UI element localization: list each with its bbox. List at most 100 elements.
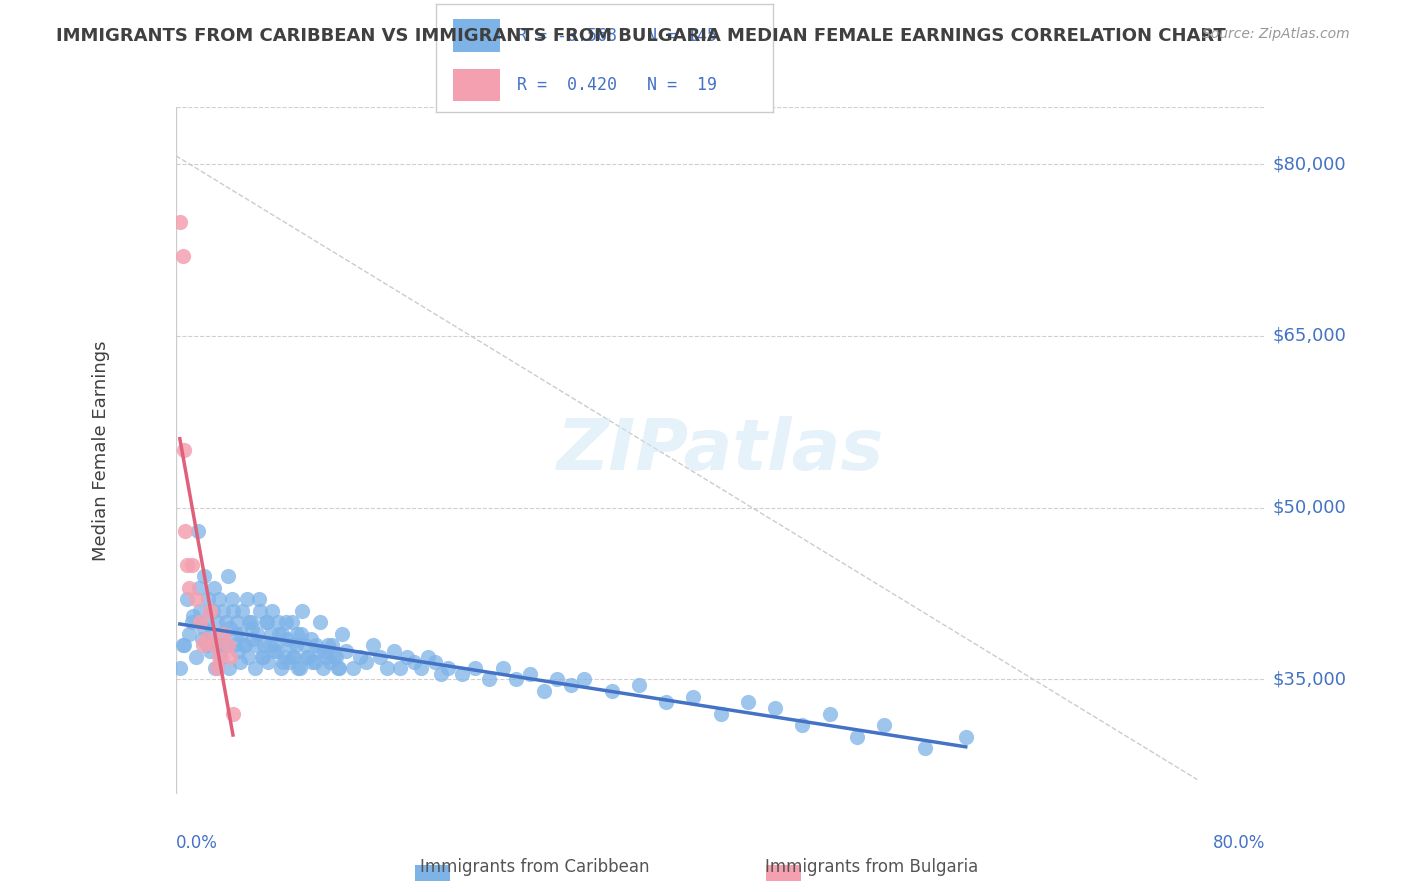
Point	[519, 666, 541, 681]
Point	[287, 661, 309, 675]
Point	[409, 661, 432, 675]
Point	[179, 581, 201, 595]
Point	[247, 592, 270, 607]
Point	[294, 638, 316, 652]
Point	[281, 649, 304, 664]
Point	[328, 661, 350, 675]
Point	[737, 695, 759, 709]
Text: $35,000: $35,000	[1272, 671, 1346, 689]
Point	[274, 649, 297, 664]
Point	[201, 604, 224, 618]
Point	[205, 661, 228, 675]
Point	[256, 615, 278, 630]
Point	[173, 443, 195, 458]
Point	[236, 649, 259, 664]
Point	[187, 581, 209, 595]
Point	[231, 626, 253, 640]
Point	[270, 661, 292, 675]
Point	[710, 706, 733, 721]
Point	[200, 626, 222, 640]
Point	[546, 673, 568, 687]
Point	[169, 661, 191, 675]
Point	[169, 214, 191, 228]
Point	[318, 638, 340, 652]
Point	[464, 661, 486, 675]
Point	[325, 649, 347, 664]
Point	[246, 626, 269, 640]
Point	[312, 661, 335, 675]
Point	[308, 644, 330, 658]
Point	[181, 615, 204, 630]
Point	[382, 644, 405, 658]
Point	[212, 626, 235, 640]
Point	[212, 604, 235, 618]
Point	[188, 604, 211, 618]
Point	[600, 683, 623, 698]
Point	[335, 644, 357, 658]
Point	[305, 638, 328, 652]
Point	[233, 638, 256, 652]
Text: IMMIGRANTS FROM CARIBBEAN VS IMMIGRANTS FROM BULGARIA MEDIAN FEMALE EARNINGS COR: IMMIGRANTS FROM CARIBBEAN VS IMMIGRANTS …	[56, 27, 1226, 45]
Point	[176, 592, 198, 607]
Point	[176, 558, 198, 572]
Point	[326, 661, 349, 675]
Point	[221, 592, 243, 607]
Point	[845, 730, 868, 744]
Point	[179, 626, 201, 640]
Text: R = -0.568   N = 145: R = -0.568 N = 145	[517, 27, 717, 45]
Point	[396, 649, 419, 664]
FancyBboxPatch shape	[453, 69, 501, 101]
Point	[215, 615, 238, 630]
Point	[818, 706, 841, 721]
Point	[315, 649, 337, 664]
Point	[224, 638, 246, 652]
Point	[290, 626, 312, 640]
Text: 0.0%: 0.0%	[176, 834, 218, 852]
Point	[291, 604, 314, 618]
Point	[368, 649, 391, 664]
Text: ZIPatlas: ZIPatlas	[557, 416, 884, 485]
Point	[231, 604, 253, 618]
Point	[191, 621, 214, 635]
Point	[259, 638, 281, 652]
Point	[191, 638, 214, 652]
Point	[181, 558, 204, 572]
Point	[321, 638, 343, 652]
Point	[262, 604, 284, 618]
Text: Source: ZipAtlas.com: Source: ZipAtlas.com	[1202, 27, 1350, 41]
Point	[183, 609, 205, 624]
Point	[174, 524, 197, 538]
Point	[356, 655, 378, 669]
Point	[274, 615, 297, 630]
Point	[276, 632, 298, 647]
Point	[361, 638, 384, 652]
Point	[423, 655, 446, 669]
Point	[194, 632, 217, 647]
Point	[277, 655, 299, 669]
Point	[172, 249, 194, 263]
Point	[225, 626, 247, 640]
Point	[278, 638, 301, 652]
Point	[257, 655, 280, 669]
Point	[186, 592, 208, 607]
Point	[309, 615, 332, 630]
Point	[560, 678, 582, 692]
Point	[218, 661, 240, 675]
Point	[273, 655, 295, 669]
Point	[533, 683, 555, 698]
Point	[416, 649, 439, 664]
Point	[280, 615, 302, 630]
Point	[188, 615, 211, 630]
Text: $50,000: $50,000	[1272, 499, 1346, 516]
Point	[304, 655, 326, 669]
Point	[404, 655, 426, 669]
Point	[264, 638, 287, 652]
Point	[271, 626, 294, 640]
Point	[792, 718, 814, 732]
Point	[228, 644, 250, 658]
Point	[235, 592, 257, 607]
Text: $65,000: $65,000	[1272, 327, 1346, 345]
Point	[301, 655, 323, 669]
Point	[205, 615, 228, 630]
Point	[190, 632, 212, 647]
